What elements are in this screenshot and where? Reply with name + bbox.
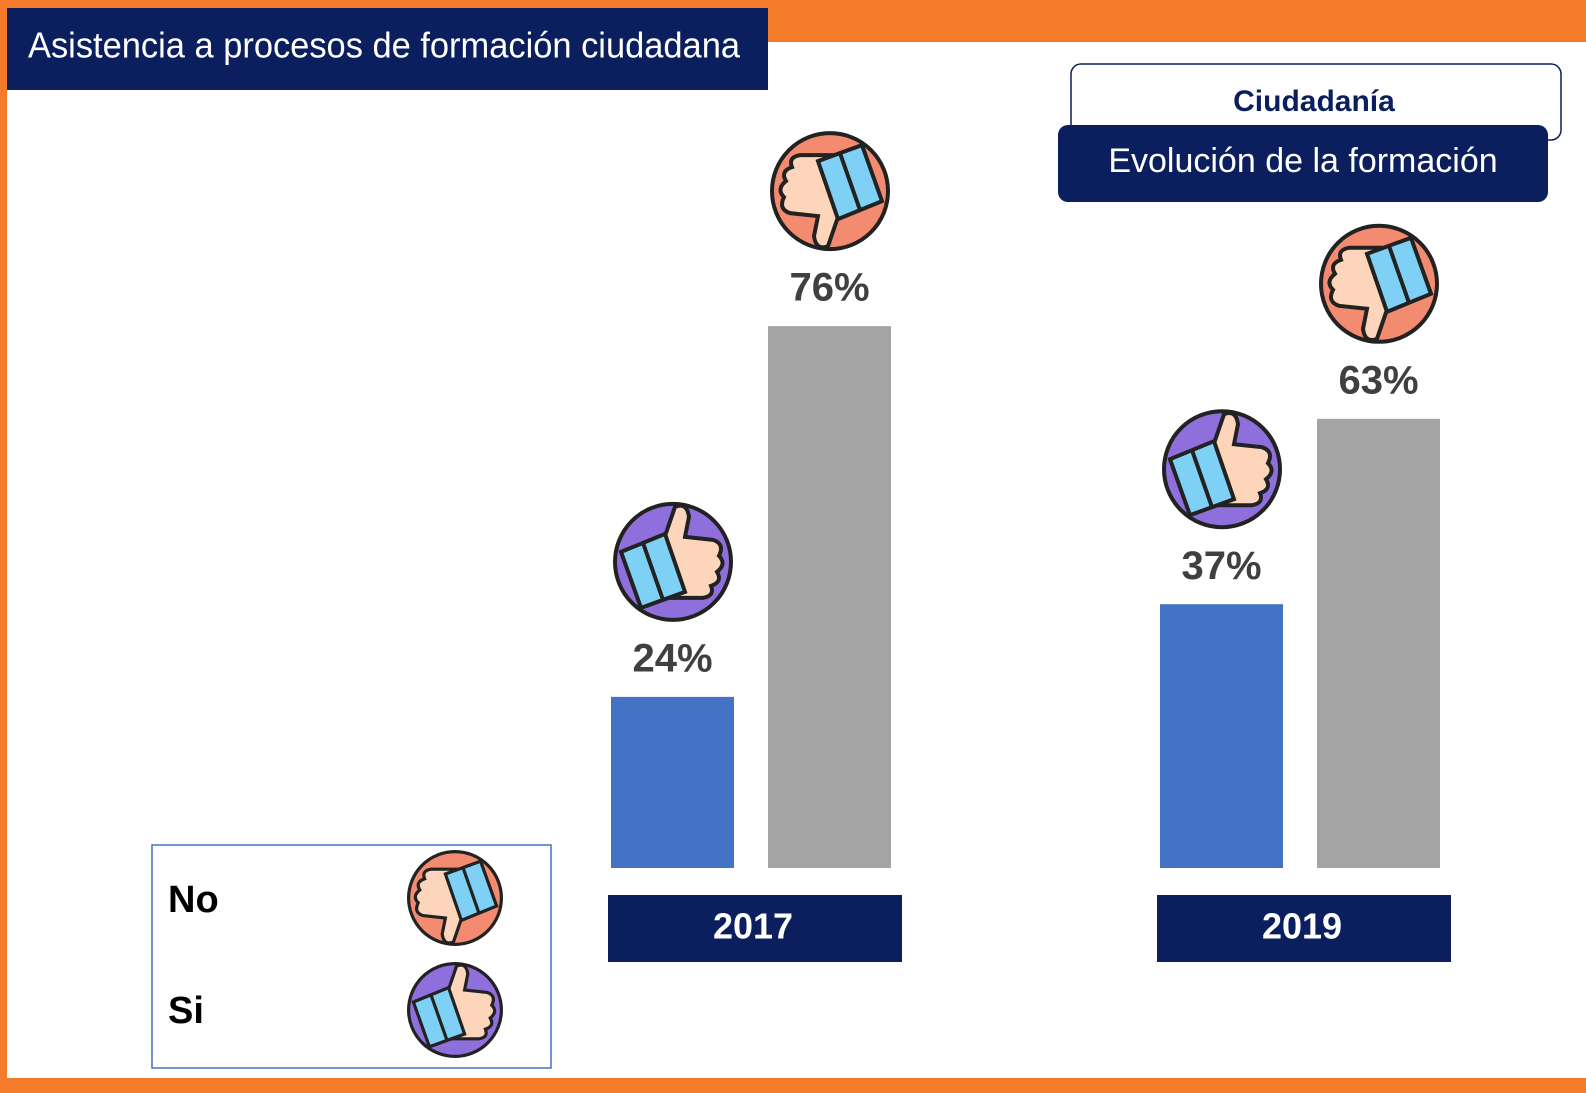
icon-line	[838, 152, 862, 211]
category-box	[608, 895, 902, 962]
title-box	[7, 8, 768, 90]
icon-line	[429, 994, 449, 1041]
chart-title: Asistencia a procesos de formación ciuda…	[28, 25, 741, 66]
thumbs-down-icon	[406, 849, 504, 947]
bar	[1317, 418, 1440, 868]
value-label: 37%	[1181, 544, 1261, 588]
bar	[1160, 604, 1283, 868]
icon-line	[1190, 449, 1214, 508]
legend-label: No	[168, 879, 219, 921]
value-label: 76%	[789, 266, 869, 310]
legend-label: Si	[168, 990, 204, 1032]
icon-line	[641, 542, 665, 601]
bar	[611, 696, 734, 868]
x-tick-label: 2017	[713, 906, 793, 947]
thumbs-up-icon	[613, 501, 733, 622]
caption: Evolución de la formación	[1108, 142, 1497, 180]
thumbs-down-icon	[770, 131, 890, 252]
icon-line	[461, 867, 481, 914]
thumbs-up-icon	[406, 961, 504, 1059]
caption-box	[1058, 125, 1548, 202]
icon-line	[1387, 245, 1411, 304]
subtitle: Ciudadanía	[1233, 85, 1395, 118]
thumbs-down-icon	[1319, 223, 1439, 344]
value-label: 24%	[632, 636, 712, 680]
bar	[768, 326, 891, 868]
value-label: 63%	[1338, 358, 1418, 402]
category-box	[1157, 895, 1451, 962]
x-tick-label: 2019	[1262, 906, 1342, 947]
thumbs-up-icon	[1162, 409, 1282, 530]
